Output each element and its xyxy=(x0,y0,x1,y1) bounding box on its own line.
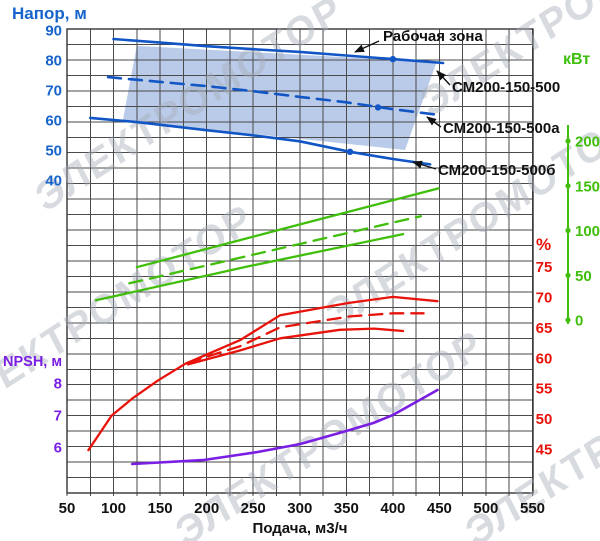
x-tick-label: 100 xyxy=(101,500,126,517)
x-tick-label: 450 xyxy=(427,500,452,517)
working-zone-area xyxy=(122,45,437,150)
efficiency-tick-label: 60 xyxy=(536,350,553,367)
efficiency-tick-label: 70 xyxy=(536,289,553,306)
annotation-arrow-model-500 xyxy=(436,70,451,86)
working-zone-label: Рабочая зона xyxy=(383,28,483,45)
power-tick-label: 0 xyxy=(575,313,583,330)
power-tick-label: 150 xyxy=(575,178,600,195)
annotation-arrow-working-zone xyxy=(354,40,380,53)
curve-npsh xyxy=(130,388,439,466)
duty-point-head-500 xyxy=(389,55,397,63)
x-tick-label: 300 xyxy=(287,500,312,517)
watermark-text: ЭЛЕКТРОМОТОР xyxy=(0,196,260,431)
x-axis-title: Подача, м3/ч xyxy=(252,520,348,537)
curve-power-500 xyxy=(135,187,440,269)
curve-eff-500 xyxy=(87,295,439,452)
x-tick-label: 200 xyxy=(194,500,219,517)
model-label-500a: СМ200-150-500а xyxy=(443,120,560,137)
efficiency-axis-title: % xyxy=(536,235,552,254)
power-tick-label: 200 xyxy=(575,134,600,151)
power-axis-title: кВт xyxy=(563,51,591,68)
npsh-tick-label: 6 xyxy=(54,440,62,457)
curve-head-500b xyxy=(89,116,432,166)
curve-head-500 xyxy=(112,37,445,65)
x-tick-label: 500 xyxy=(473,500,498,517)
npsh-axis-title: NPSH, м xyxy=(3,354,63,370)
head-axis-title: Напор, м xyxy=(12,4,87,23)
duty-point-head-500b xyxy=(346,148,354,155)
power-axis: 200 150 100 50 0 xyxy=(565,125,600,330)
curve-head-500a xyxy=(106,75,440,117)
model-label-500b: СМ200-150-500б xyxy=(438,162,556,179)
efficiency-tick-label: 75 xyxy=(536,259,553,276)
power-axis-tick-dot xyxy=(565,138,571,144)
head-tick-label: 90 xyxy=(45,23,62,40)
head-tick-label: 60 xyxy=(45,113,62,130)
curve-power-500b xyxy=(94,232,405,302)
power-tick-label: 50 xyxy=(575,268,592,285)
curve-eff-500b xyxy=(186,327,405,366)
annotation-arrow-model-500a xyxy=(426,116,442,128)
power-axis-tick-dot xyxy=(565,183,571,189)
efficiency-tick-label: 45 xyxy=(536,442,553,459)
x-tick-label: 150 xyxy=(148,500,173,517)
model-label-500: СМ200-150-500 xyxy=(452,79,561,96)
head-tick-label: 40 xyxy=(45,173,62,190)
power-axis-tick-dot xyxy=(565,272,571,278)
x-tick-label: 50 xyxy=(59,500,76,517)
annotation-arrow-model-500b xyxy=(412,160,437,170)
head-tick-label: 80 xyxy=(45,53,62,70)
x-tick-label: 250 xyxy=(241,500,266,517)
curve-eff-500a xyxy=(186,312,425,364)
curve-power-500a xyxy=(128,215,422,285)
npsh-tick-label: 7 xyxy=(54,408,62,425)
npsh-tick-label: 8 xyxy=(54,376,62,393)
duty-point-head-500a xyxy=(374,104,382,111)
efficiency-tick-label: 65 xyxy=(536,320,553,337)
head-tick-label: 50 xyxy=(45,143,62,160)
efficiency-tick-label: 55 xyxy=(536,381,553,398)
x-tick-label: 350 xyxy=(334,500,359,517)
power-axis-tick-dot xyxy=(565,317,571,323)
power-axis-tick-dot xyxy=(565,227,571,234)
x-tick-label: 400 xyxy=(380,500,405,517)
head-tick-label: 70 xyxy=(45,83,62,100)
efficiency-tick-label: 50 xyxy=(536,411,553,428)
power-tick-label: 100 xyxy=(575,223,600,240)
plot-border xyxy=(66,28,534,494)
x-tick-label: 550 xyxy=(520,500,545,517)
